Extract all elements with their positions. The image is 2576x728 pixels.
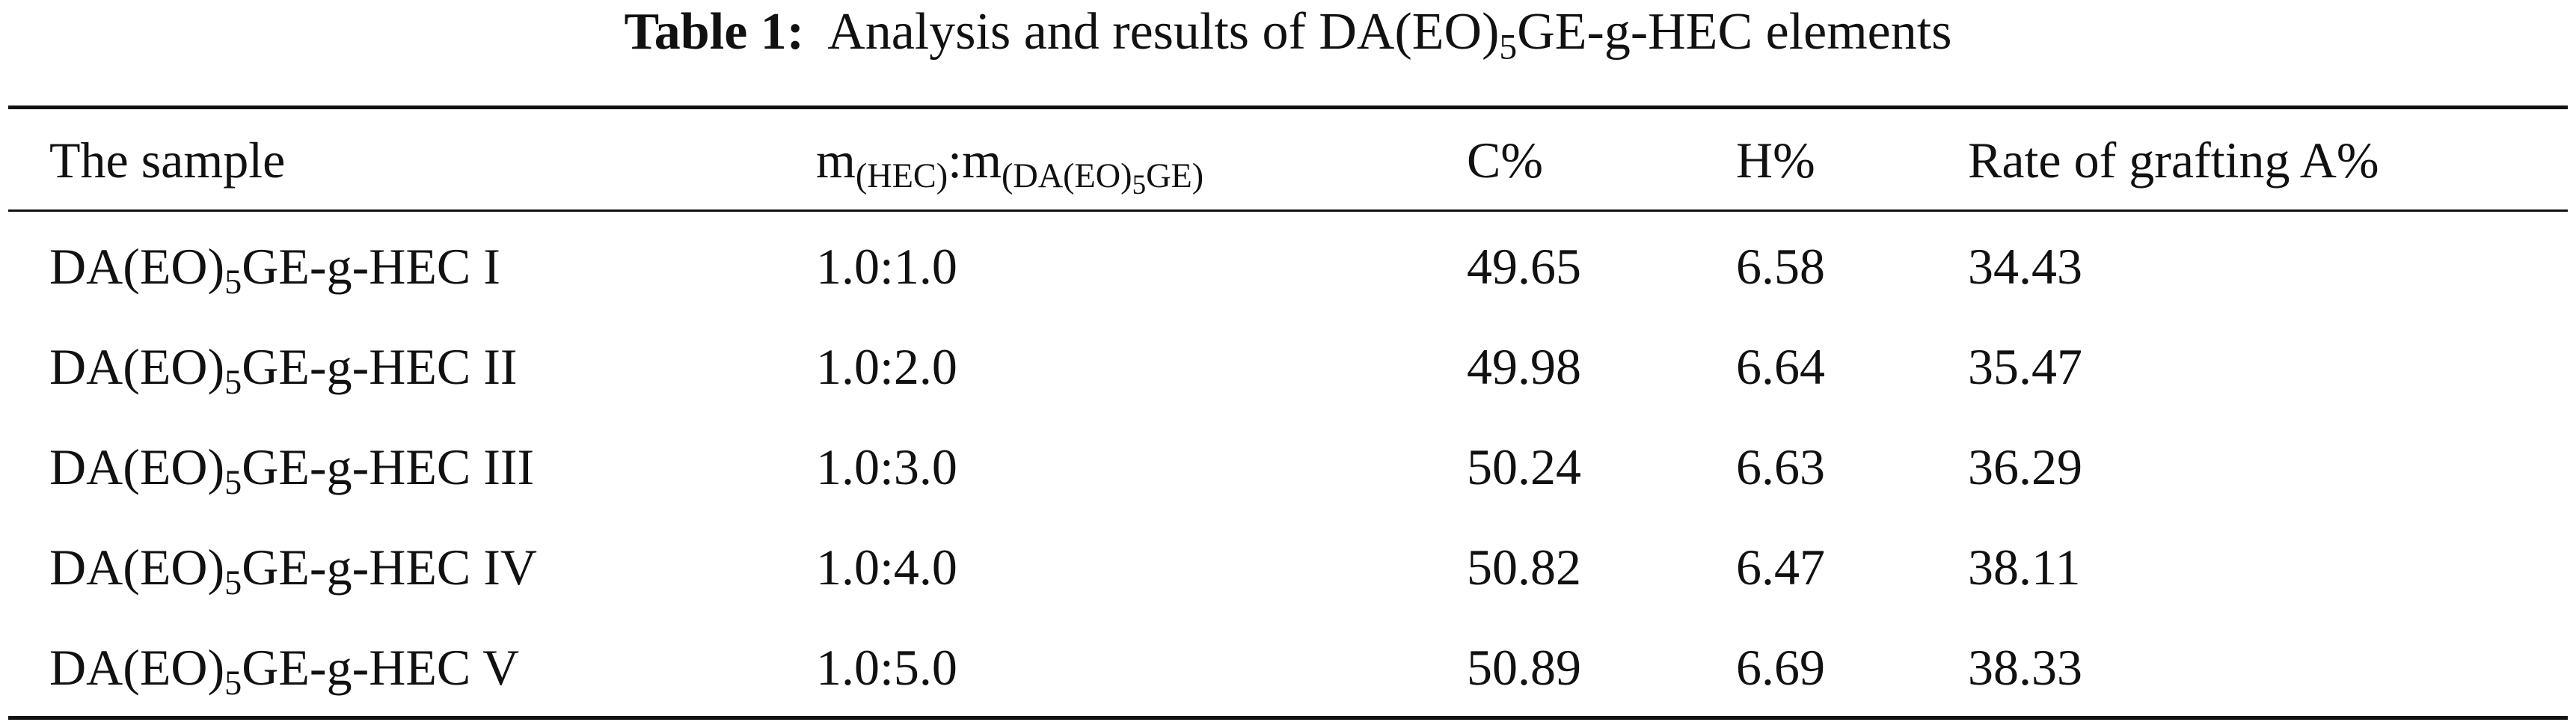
table-cell: DA(EO)5GE-g-HEC I: [49, 238, 500, 300]
sample-text: DA(EO): [49, 438, 225, 495]
sample-text: GE-g-HEC IV: [242, 539, 537, 596]
sample-text: GE-g-HEC I: [242, 238, 500, 295]
sample-sub: 5: [224, 563, 242, 602]
header-cell: C%: [1467, 132, 1543, 189]
table-cell: 49.65: [1467, 238, 1581, 295]
sample-sub: 5: [224, 263, 242, 302]
table-cell: 35.47: [1968, 338, 2082, 395]
table-cell: 6.63: [1736, 438, 1825, 495]
header-text: m: [816, 132, 856, 189]
header-cell: Rate of grafting A%: [1968, 132, 2379, 189]
table-title: Table 1: Analysis and results of DA(EO)5…: [0, 3, 2576, 66]
table-cell: 6.69: [1736, 639, 1825, 696]
title-text: Analysis and results of DA(EO): [827, 3, 1500, 61]
sample-text: DA(EO): [49, 639, 225, 696]
sample-text: DA(EO): [49, 238, 225, 295]
sample-sub: 5: [224, 664, 242, 703]
table-cell: 1.0:2.0: [816, 338, 957, 395]
header-sub: (DA(EO)5GE): [1001, 156, 1204, 199]
table-cell: 34.43: [1968, 238, 2082, 295]
table-cell: 50.82: [1467, 539, 1581, 596]
sample-text: GE-g-HEC III: [242, 438, 535, 495]
table-cell: 50.24: [1467, 438, 1581, 495]
table-cell: 1.0:5.0: [816, 639, 957, 696]
table-cell: DA(EO)5GE-g-HEC V: [49, 639, 520, 701]
table-cell: 36.29: [1968, 438, 2082, 495]
table-cell: 49.98: [1467, 338, 1581, 395]
table-cell: DA(EO)5GE-g-HEC IV: [49, 539, 537, 601]
header-rule: [8, 209, 2568, 212]
top-rule: [8, 105, 2568, 109]
table-cell: 50.89: [1467, 639, 1581, 696]
table-cell: 6.64: [1736, 338, 1825, 395]
title-label: Table 1:: [624, 3, 805, 61]
sample-text: GE-g-HEC V: [242, 639, 520, 696]
bottom-rule: [8, 716, 2568, 720]
header-sub-text: GE): [1146, 156, 1204, 195]
header-cell: H%: [1736, 132, 1815, 189]
sample-sub: 5: [224, 363, 242, 402]
title-text-end: GE-g-HEC elements: [1517, 3, 1952, 61]
table-cell: 38.33: [1968, 639, 2082, 696]
header-text: :m: [948, 132, 1002, 189]
table-cell: DA(EO)5GE-g-HEC III: [49, 438, 535, 501]
table-cell: 38.11: [1968, 539, 2081, 596]
table-cell: 6.47: [1736, 539, 1825, 596]
header-cell: m(HEC):m(DA(EO)5GE): [816, 132, 1203, 199]
table-cell: DA(EO)5GE-g-HEC II: [49, 338, 518, 400]
title-sub: 5: [1499, 28, 1518, 67]
sample-sub: 5: [224, 463, 242, 502]
table-cell: 1.0:3.0: [816, 438, 957, 495]
header-cell: The sample: [49, 132, 286, 189]
sample-text: DA(EO): [49, 338, 225, 395]
table-cell: 1.0:4.0: [816, 539, 957, 596]
sample-text: GE-g-HEC II: [242, 338, 518, 395]
table-cell: 6.58: [1736, 238, 1825, 295]
table-cell: 1.0:1.0: [816, 238, 957, 295]
header-sub: (HEC): [855, 156, 948, 195]
header-sub-text: (DA(EO): [1001, 156, 1132, 195]
header-subsub: 5: [1132, 170, 1147, 201]
sample-text: DA(EO): [49, 539, 225, 596]
